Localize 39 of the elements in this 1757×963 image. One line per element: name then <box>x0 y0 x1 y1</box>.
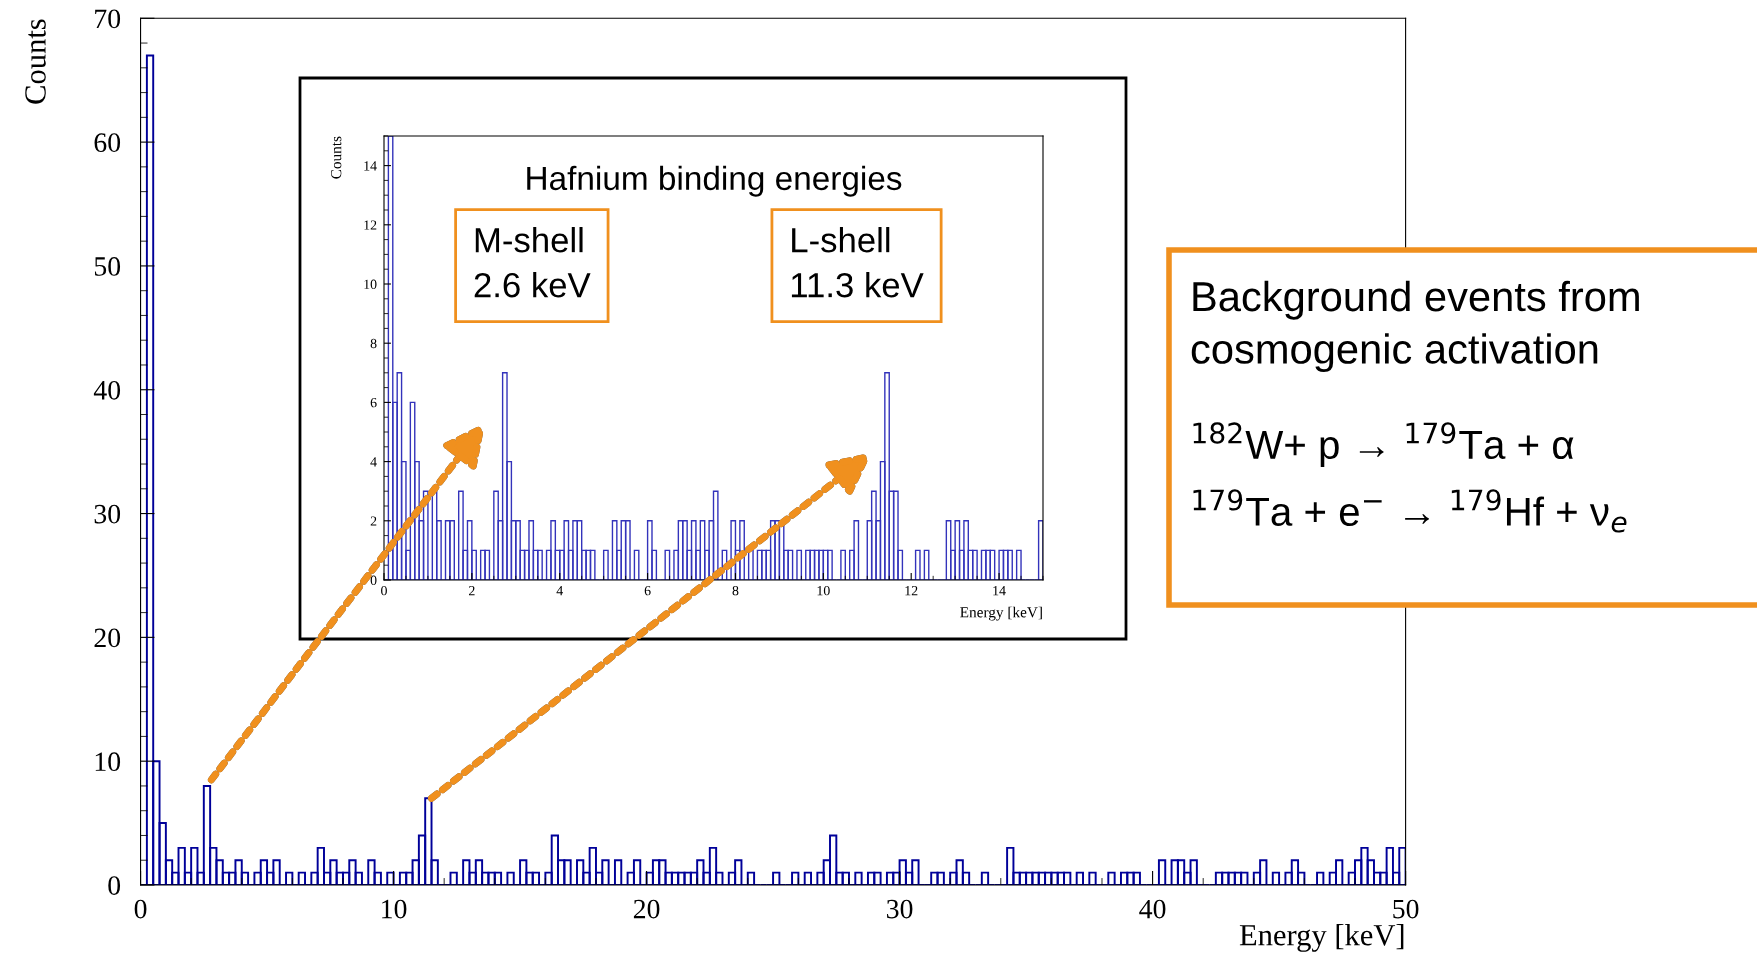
y-axis-title: Counts <box>331 136 342 179</box>
x-tick-label: 4 <box>556 586 563 596</box>
y-tick-label: 0 <box>370 575 377 585</box>
y-tick-label: 70 <box>95 9 121 29</box>
x-tick-label: 2 <box>469 586 475 596</box>
text: Hafnium binding energies <box>527 165 902 197</box>
x-tick-label: 14 <box>993 586 1006 596</box>
y-tick-label: 14 <box>364 161 377 171</box>
y-tick-label: 40 <box>93 380 121 400</box>
x-tick-label: 40 <box>1139 899 1166 919</box>
y-tick-label: 4 <box>370 457 377 467</box>
y-tick-label: 2 <box>370 516 377 526</box>
x-tick-label: 10 <box>817 585 830 596</box>
y-tick-label: 6 <box>370 398 377 408</box>
x-tick-label: 50 <box>1393 899 1419 919</box>
annotation: L-shell 11.3 keV <box>791 227 924 298</box>
x-axis-title: Energy [keV] <box>960 606 1042 621</box>
x-tick-label: 20 <box>633 899 660 919</box>
y-tick-label: 12 <box>364 220 377 230</box>
x-axis-title: Energy [keV] <box>1239 924 1404 952</box>
annotation: $^{182}$W+ p → $^{179}$Ta + α <box>1193 422 1574 468</box>
y-tick-label: 0 <box>108 876 121 895</box>
y-tick-label: 8 <box>370 338 377 349</box>
y-tick-label: 20 <box>94 628 121 648</box>
x-tick-label: 8 <box>732 585 739 596</box>
x-tick-label: 0 <box>381 585 387 596</box>
x-tick-label: 0 <box>134 899 147 919</box>
y-tick-label: 10 <box>95 752 121 772</box>
annotation: $^{179}$Ta + e$^{−}$ → $^{179}$Hf + ν$_{e}$ <box>1193 489 1627 533</box>
x-tick-label: 6 <box>644 586 651 596</box>
x-tick-label: 12 <box>905 586 918 596</box>
y-axis-title: Counts <box>25 19 46 104</box>
y-tick-label: 50 <box>94 257 121 276</box>
annotation: M-shell 2.6 keV <box>474 227 591 298</box>
annotation: Background events from cosmogenic activation <box>1191 280 1639 373</box>
x-tick-label: 30 <box>887 899 913 919</box>
y-tick-label: 10 <box>364 279 377 289</box>
y-tick-label: 60 <box>94 133 121 153</box>
y-tick-label: 30 <box>94 504 121 524</box>
